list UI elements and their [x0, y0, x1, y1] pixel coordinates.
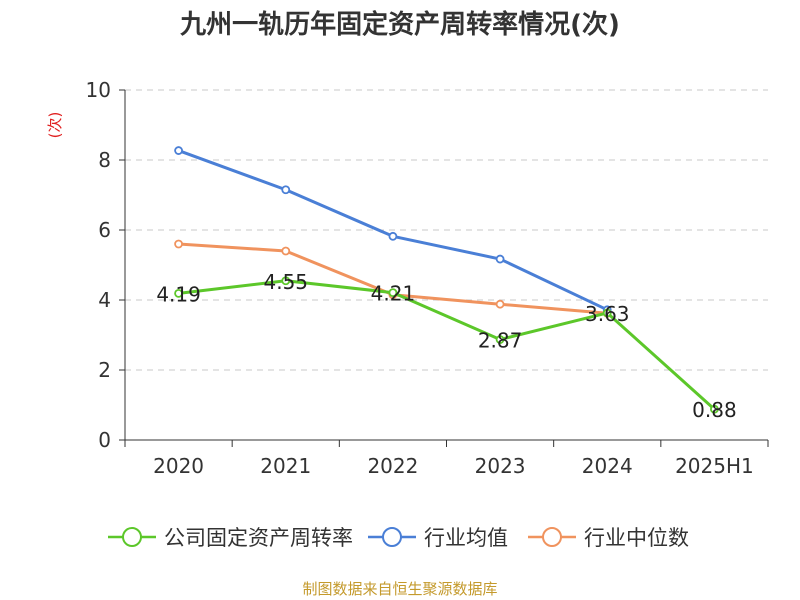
data-point — [388, 288, 398, 298]
x-tick-label: 2023 — [475, 454, 526, 478]
y-tick-label: 10 — [86, 78, 111, 102]
legend-label: 公司固定资产周转率 — [164, 526, 353, 550]
series — [174, 146, 719, 414]
data-point — [495, 254, 505, 264]
source-note: 制图数据来自恒生聚源数据库 — [302, 580, 498, 598]
data-label: 4.21 — [371, 282, 416, 306]
legend-label: 行业中位数 — [584, 526, 689, 550]
legend-swatch-marker — [382, 527, 402, 547]
x-tick-label: 2025H1 — [675, 454, 754, 478]
legend-item: 行业均值 — [368, 526, 508, 550]
grid-lines — [125, 89, 768, 371]
data-label: 4.55 — [263, 270, 308, 294]
data-label: 4.19 — [156, 282, 201, 306]
data-point — [281, 276, 291, 286]
data-label: 2.87 — [478, 329, 523, 353]
data-label: 0.88 — [692, 398, 737, 422]
data-point — [710, 404, 719, 414]
legend-label: 行业均值 — [424, 526, 508, 550]
legend: 公司固定资产周转率 行业均值 行业中位数 — [108, 526, 689, 550]
data-label: 3.63 — [585, 302, 630, 326]
chart-title: 九州一轨历年固定资产周转率情况(次) — [180, 10, 620, 40]
series-line — [178, 279, 716, 411]
axes: 0 2 4 6 8 10 2020 2021 2022 2023 2024 2025H1 — [86, 78, 769, 478]
legend-item: 公司固定资产周转率 — [108, 526, 353, 550]
legend-item: 行业中位数 — [528, 526, 689, 550]
data-point — [174, 239, 183, 249]
data-point — [281, 246, 291, 256]
data-point — [495, 299, 505, 309]
x-tick-label: 2022 — [367, 454, 418, 478]
x-tick-label: 2020 — [153, 454, 204, 478]
y-tick-label: 4 — [98, 288, 111, 312]
y-tick-label: 0 — [98, 428, 111, 452]
data-point — [602, 308, 612, 318]
data-labels: 4.19 4.55 4.21 2.87 3.63 0.88 — [156, 270, 736, 422]
legend-swatch-marker — [122, 527, 142, 547]
data-point — [495, 335, 505, 344]
data-point — [388, 231, 398, 241]
y-tick-label: 8 — [98, 148, 111, 172]
y-tick-label: 2 — [98, 358, 111, 382]
x-tick-label: 2024 — [582, 454, 633, 478]
data-point — [281, 185, 291, 195]
data-point — [174, 288, 183, 298]
data-point — [174, 146, 183, 155]
x-tick-label: 2021 — [260, 454, 311, 478]
y-tick-label: 6 — [98, 218, 111, 242]
legend-swatch-marker — [542, 527, 562, 547]
y-axis-label: (次) — [46, 112, 64, 139]
